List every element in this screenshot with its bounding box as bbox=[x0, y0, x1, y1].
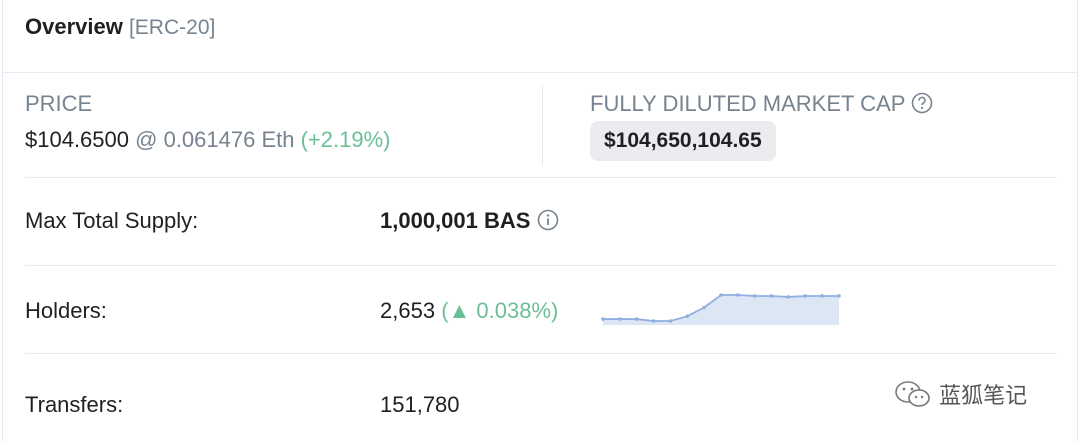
holders-change: (▲ 0.038%) bbox=[441, 298, 559, 323]
wechat-icon bbox=[895, 381, 930, 407]
sparkline-point bbox=[668, 319, 673, 323]
info-icon[interactable] bbox=[537, 209, 559, 231]
sparkline-point bbox=[634, 317, 639, 321]
supply-label: Max Total Supply: bbox=[25, 208, 199, 233]
watermark-text: 蓝狐笔记 bbox=[939, 383, 1028, 408]
holders-sparkline bbox=[601, 293, 841, 325]
price-value: $104.6500 bbox=[25, 127, 129, 152]
sparkline-point bbox=[651, 319, 656, 323]
market-cap-label: FULLY DILUTED MARKET CAP bbox=[590, 91, 933, 117]
divider bbox=[25, 353, 1057, 354]
vertical-divider bbox=[542, 86, 543, 166]
supply-value: 1,000,001 BAS bbox=[380, 208, 531, 233]
sparkline-point bbox=[618, 317, 622, 321]
sparkline-point bbox=[786, 295, 791, 299]
watermark: 蓝狐笔记 bbox=[893, 378, 1027, 410]
sparkline-point bbox=[752, 294, 757, 298]
sparkline-point bbox=[820, 294, 824, 298]
sparkline-point bbox=[685, 314, 690, 318]
title: Overview bbox=[25, 14, 123, 39]
sparkline-point bbox=[769, 294, 774, 298]
market-cap-value: $104,650,104.65 bbox=[590, 121, 776, 161]
sparkline-point bbox=[601, 317, 605, 321]
transfers-label: Transfers: bbox=[25, 392, 124, 417]
price-eth: @ 0.061476 Eth bbox=[135, 127, 295, 152]
price-line: $104.6500 @ 0.061476 Eth (+2.19%) bbox=[25, 127, 390, 153]
subtitle: [ERC-20] bbox=[128, 16, 216, 39]
holders-label: Holders: bbox=[25, 298, 107, 323]
market-cap-label-text: FULLY DILUTED MARKET CAP bbox=[590, 91, 906, 116]
price-label: PRICE bbox=[25, 91, 93, 116]
help-icon[interactable] bbox=[911, 92, 933, 114]
divider bbox=[3, 72, 1077, 73]
sparkline-point bbox=[702, 305, 706, 310]
holders-line: 2,653 (▲ 0.038%) bbox=[380, 298, 558, 324]
holders-value: 2,653 bbox=[380, 298, 436, 323]
sparkline-point bbox=[803, 294, 808, 298]
transfers-value: 151,780 bbox=[380, 392, 460, 417]
sparkline-point bbox=[736, 293, 740, 297]
sparkline-point bbox=[837, 294, 841, 298]
divider bbox=[25, 177, 1057, 178]
supply-line: 1,000,001 BAS bbox=[380, 208, 559, 234]
header: Overview [ERC-20] bbox=[25, 14, 215, 40]
sparkline-area bbox=[603, 295, 839, 325]
price-change: (+2.19%) bbox=[300, 127, 391, 152]
sparkline-point bbox=[719, 293, 723, 297]
divider bbox=[25, 265, 1057, 266]
